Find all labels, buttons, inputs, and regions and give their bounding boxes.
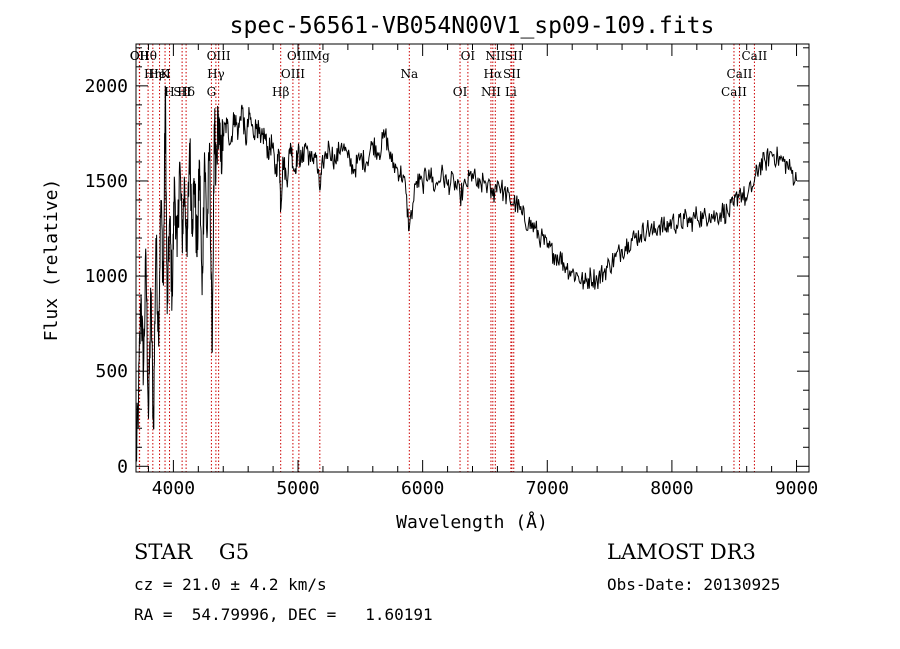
line-label: SII	[173, 85, 191, 99]
object-class: STAR G5	[134, 540, 250, 564]
y-tick-label: 500	[95, 361, 128, 382]
line-label: K	[161, 67, 171, 81]
line-label-layer: HθKHδOIIHeISIIOIIHηHOIIIHγGOIIIOIIIHβMgN…	[130, 49, 768, 99]
line-label: Hδ	[177, 85, 195, 99]
x-tick-label: 6000	[401, 478, 444, 499]
y-tick-label: 0	[117, 456, 128, 477]
x-tick-label: 9000	[775, 478, 818, 499]
x-tick-label: 5000	[276, 478, 319, 499]
line-label: Hθ	[139, 49, 157, 63]
line-label: OI	[461, 49, 476, 63]
line-label: OIII	[287, 49, 311, 63]
x-tick-label: 7000	[526, 478, 569, 499]
line-label: H	[164, 85, 174, 99]
line-label: G	[207, 85, 217, 99]
series-layer	[135, 85, 797, 467]
line-label: NII	[481, 85, 501, 99]
line-label: CaII	[721, 85, 747, 99]
line-label: Hα	[484, 67, 503, 81]
x-axis-label: Wavelength (Å)	[396, 511, 548, 533]
plot-frame	[135, 43, 810, 473]
line-label: Hγ	[207, 67, 225, 81]
line-label: CaII	[727, 67, 753, 81]
y-tick-label: 1500	[85, 171, 128, 192]
line-label: Hη	[144, 67, 162, 81]
redshift-value: cz = 21.0 ± 4.2 km/s	[134, 575, 327, 594]
survey-name: LAMOST DR3	[607, 540, 756, 564]
observation-date: Obs-Date: 20130925	[607, 575, 781, 594]
line-label: Mg	[310, 49, 330, 63]
line-label: OI	[453, 85, 468, 99]
spectrum-line	[135, 85, 797, 467]
line-label: SII	[505, 49, 523, 63]
y-axis-label: Flux (relative)	[41, 179, 62, 342]
line-label: CaII	[741, 49, 767, 63]
axes-layer: 4000 5000 6000 7000 8000 9000 0 500 1000 1500 2000	[85, 44, 818, 499]
line-label: OII	[130, 49, 150, 63]
line-label: NII	[485, 49, 505, 63]
line-label: OIII	[207, 49, 231, 63]
line-label: Na	[400, 67, 418, 81]
line-marker-layer	[138, 44, 755, 472]
line-label: OIII	[281, 67, 305, 81]
y-tick-label: 2000	[85, 76, 128, 97]
line-label: Li	[505, 85, 517, 99]
coordinates: RA = 54.79996, DEC = 1.60191	[134, 605, 433, 624]
chart-title: spec-56561-VB054N00V1_sp09-109.fits	[230, 13, 715, 39]
line-label: HeI	[148, 67, 171, 81]
line-label: OII	[130, 49, 150, 63]
line-label: SII	[503, 67, 521, 81]
y-tick-label: 1000	[85, 266, 128, 287]
x-tick-label: 8000	[650, 478, 693, 499]
line-label: Hβ	[272, 85, 289, 99]
x-tick-label: 4000	[152, 478, 195, 499]
